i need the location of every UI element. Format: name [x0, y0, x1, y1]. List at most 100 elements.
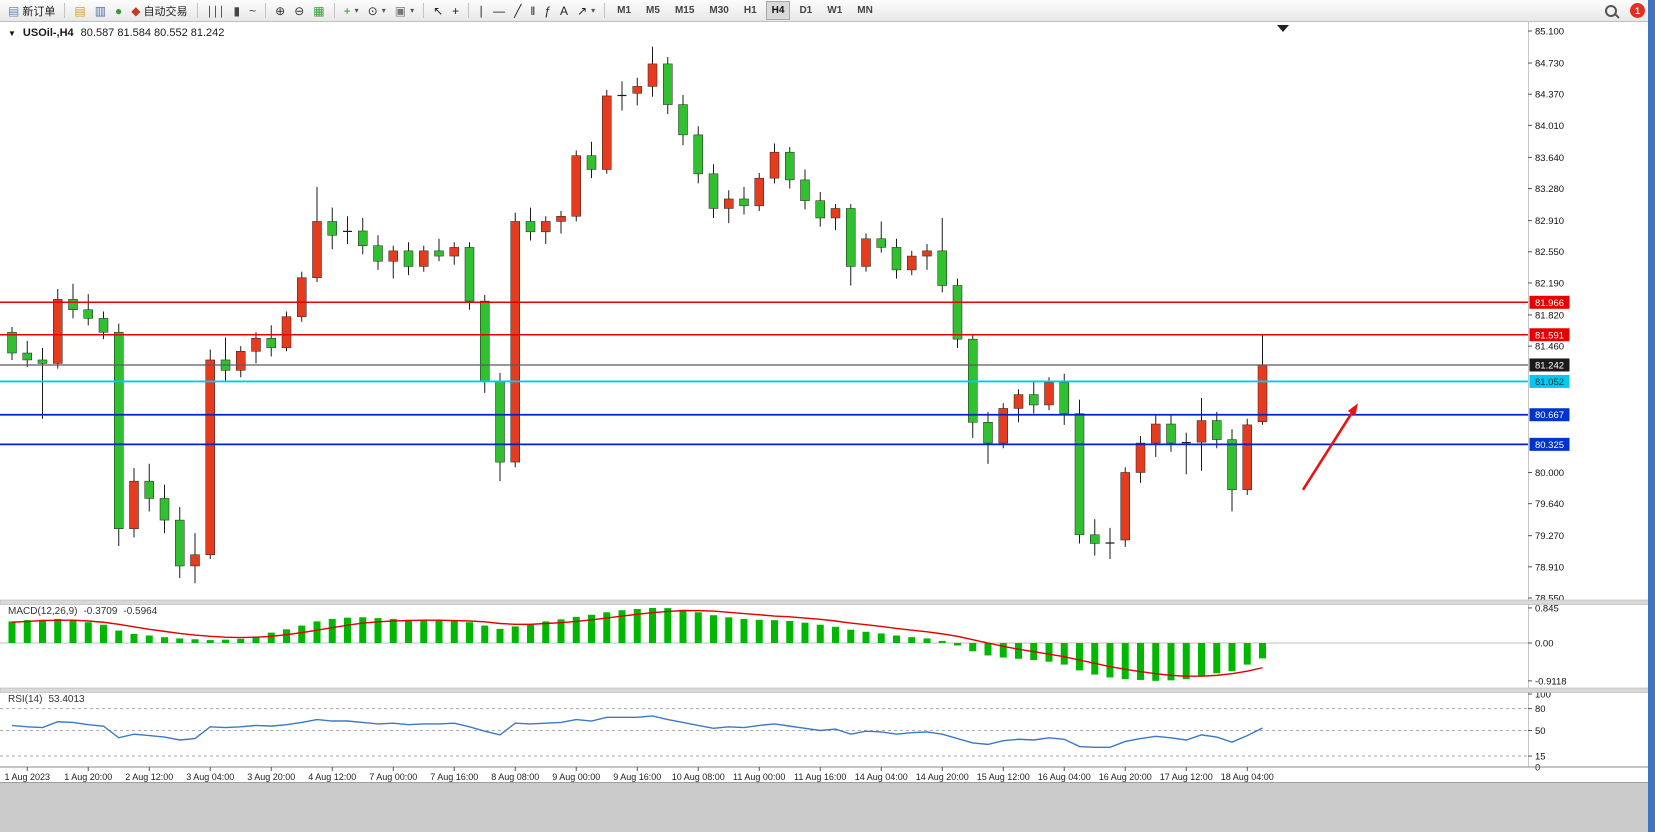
crosshair-button[interactable]: +: [448, 1, 463, 21]
autotrading-button[interactable]: ◆ 自动交易: [127, 1, 191, 21]
one-click-trading-expander-icon[interactable]: ▼: [8, 28, 16, 38]
candle: [403, 242, 414, 276]
macd-axis-label: 0.845: [1535, 603, 1559, 614]
time-axis-label: 4 Aug 12:00: [308, 772, 356, 782]
rsi-axis-label: 15: [1535, 752, 1546, 763]
trend-arrow-annotation[interactable]: [1301, 403, 1358, 491]
symbol-period-label: USOil-,H4: [22, 27, 74, 39]
macd-bar: [1106, 643, 1114, 678]
candle: [571, 150, 581, 222]
macd-bar: [1015, 643, 1022, 659]
candle: [983, 411, 993, 464]
timeframe-m1-button[interactable]: M1: [611, 1, 637, 20]
candle-body-down: [785, 151, 795, 181]
candle-body-down: [358, 230, 368, 246]
arrows-button[interactable]: ↗ ▾: [573, 1, 599, 21]
macd-bar: [283, 629, 290, 643]
timeframe-m30-button[interactable]: M30: [703, 1, 734, 20]
candle-body-up: [388, 250, 398, 262]
macd-bar: [420, 620, 428, 643]
candle-body-down: [37, 359, 48, 364]
candle: [1181, 432, 1191, 475]
candle: [663, 56, 673, 115]
macd-bar: [755, 619, 763, 643]
candle-body-up: [922, 250, 932, 257]
macd-bar: [1228, 643, 1236, 672]
macd-bar: [572, 616, 580, 643]
cursor-button[interactable]: ↖: [429, 1, 447, 21]
profiles-button[interactable]: ▥: [91, 1, 110, 21]
fibonacci-button[interactable]: ƒ: [540, 1, 555, 21]
time-axis[interactable]: 1 Aug 2023 1 Aug 20:00 2 Aug 12:00 3 Aug 04…: [4, 767, 1274, 782]
rsi-line: [11, 715, 1263, 748]
candle: [1105, 527, 1115, 560]
candle-body-up: [251, 338, 261, 352]
candle: [1074, 399, 1085, 544]
macd-bar: [893, 635, 900, 643]
crosshair-icon: +: [452, 3, 460, 18]
timeframe-d1-button[interactable]: D1: [793, 1, 818, 20]
search-button[interactable]: [1601, 1, 1621, 21]
macd-bar: [328, 618, 336, 643]
vertical-line-button[interactable]: ∣: [474, 1, 488, 21]
macd-bar: [877, 633, 885, 643]
macd-bar: [542, 621, 550, 643]
timeframe-mn-button[interactable]: MN: [851, 1, 879, 20]
line-chart-button[interactable]: ~: [245, 1, 260, 21]
trendline-button[interactable]: ╱: [510, 1, 525, 21]
candle: [7, 327, 17, 360]
price-axis[interactable]: 85.100 84.730 84.370 84.010 83.640 83.280 82.9…: [1528, 27, 1567, 774]
chevron-down-icon: ▾: [410, 6, 415, 15]
candle-body-up: [647, 63, 658, 87]
periods-button[interactable]: ⊙ ▾: [364, 1, 390, 21]
timeframe-m15-button[interactable]: M15: [669, 1, 700, 20]
macd-bar: [405, 619, 412, 643]
horizontal-line-button[interactable]: ―: [489, 1, 509, 21]
tile-windows-button[interactable]: ▦: [309, 1, 328, 21]
price-axis-label: 81.460: [1535, 342, 1564, 353]
timeframe-w1-button[interactable]: W1: [821, 1, 848, 20]
candle-body-up: [861, 238, 871, 267]
bar-chart-button[interactable]: ∣∣∣: [203, 1, 229, 21]
notification-badge[interactable]: 1: [1630, 3, 1645, 18]
candle-body-up: [1120, 472, 1130, 541]
zoom-in-button[interactable]: ⊕: [271, 1, 289, 21]
rsi-axis-label: 80: [1535, 704, 1546, 715]
macd-bar: [1076, 643, 1083, 671]
macd-bar: [1060, 643, 1068, 665]
candle: [1044, 377, 1054, 411]
candle: [693, 126, 703, 184]
timeframe-m5-button[interactable]: M5: [640, 1, 666, 20]
time-axis-label: 17 Aug 12:00: [1160, 772, 1213, 782]
time-axis-label: 11 Aug 16:00: [794, 772, 846, 782]
templates-button[interactable]: ▣ ▾: [391, 1, 418, 21]
channel-button[interactable]: ‖: [526, 1, 539, 21]
candle-body-up: [1044, 382, 1054, 406]
macd-bar: [450, 621, 458, 643]
price-axis-label: 84.730: [1535, 59, 1564, 70]
panel-separator[interactable]: [0, 599, 1655, 605]
macd-bar: [481, 625, 489, 643]
macd-bar: [1198, 643, 1205, 677]
candlestick-button[interactable]: ▮: [230, 1, 245, 21]
new-chart-button[interactable]: ▤: [70, 1, 89, 21]
text-button[interactable]: A: [556, 1, 572, 21]
macd-bar: [344, 617, 351, 643]
tile-windows-icon: ▦: [313, 3, 325, 18]
indicators-button[interactable]: + ▾: [340, 1, 363, 21]
candle-body-down: [1090, 534, 1100, 544]
chart-plot-background: [0, 22, 1655, 782]
periods-icon: ⊙: [367, 3, 378, 18]
chart-shift-marker[interactable]: [1277, 25, 1289, 32]
macd-bar: [527, 623, 534, 643]
macd-bar: [938, 640, 946, 643]
new-order-button[interactable]: ▤ 新订单: [4, 1, 59, 21]
panel-separator[interactable]: [0, 687, 1655, 693]
macd-bar: [84, 622, 92, 643]
zoom-out-button[interactable]: ⊖: [290, 1, 308, 21]
timeframe-h1-button[interactable]: H1: [738, 1, 763, 20]
community-button[interactable]: ●: [111, 1, 126, 21]
candle: [541, 216, 551, 244]
timeframe-h4-button[interactable]: H4: [765, 1, 791, 20]
price-axis-label: 78.910: [1535, 562, 1564, 573]
